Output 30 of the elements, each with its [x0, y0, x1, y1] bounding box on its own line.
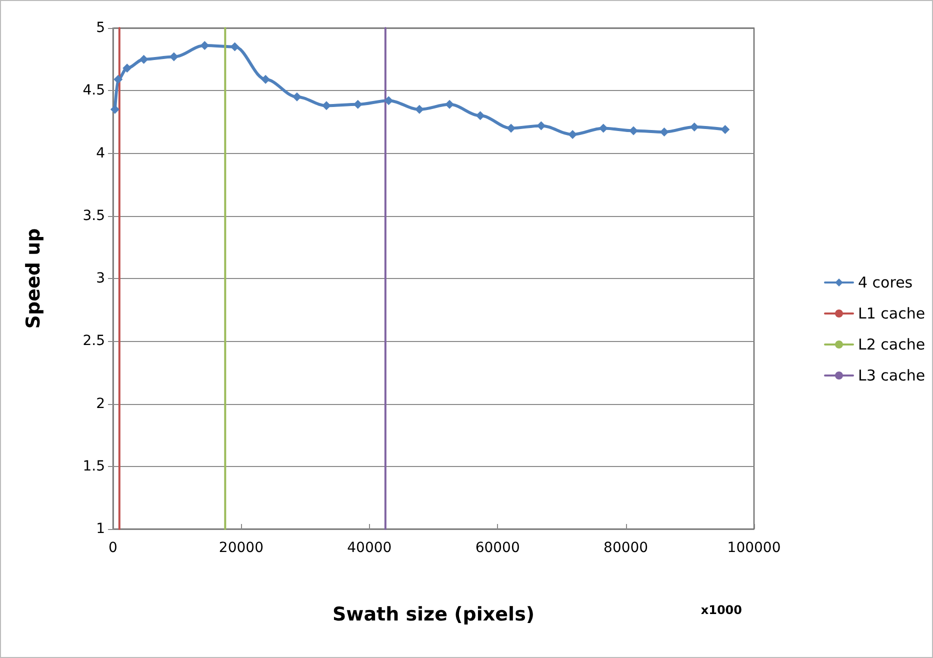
x-tick-label: 0 — [108, 540, 118, 556]
y-axis-title: Speed up — [22, 228, 44, 329]
y-tick-label: 2.5 — [82, 333, 105, 350]
text: x1000 — [700, 603, 742, 617]
point — [720, 124, 730, 134]
point — [476, 111, 485, 120]
y-tick-label: 4 — [96, 145, 106, 162]
y-tick-label: 3 — [96, 270, 105, 286]
y-tick-label: 1 — [96, 521, 105, 537]
x-tick-label: 60000 — [475, 540, 520, 556]
legend-label: L3 cache — [858, 366, 926, 384]
y-tick-label: 1.5 — [82, 458, 105, 474]
point — [598, 124, 608, 133]
legend-label: 4 cores — [858, 274, 913, 292]
legend-label: L1 cache — [858, 304, 926, 322]
point — [122, 64, 132, 73]
x-tick-label: 80000 — [604, 540, 648, 556]
y-tick-label: 5 — [96, 20, 105, 36]
point — [139, 54, 148, 64]
x-tick-label: 20000 — [218, 540, 264, 556]
y-tick-label: 3.5 — [82, 208, 105, 224]
y-tick-label: 2 — [96, 396, 105, 412]
x-tick-label: 100000 — [727, 540, 781, 556]
point — [261, 74, 270, 84]
y-tick-label: 4.5 — [82, 82, 105, 99]
legend-label: L2 cache — [858, 336, 926, 354]
point — [114, 74, 123, 84]
x-axis-title: Swath size (pixels) — [332, 604, 535, 626]
x-tick-label: 40000 — [347, 540, 392, 556]
point — [292, 92, 302, 102]
